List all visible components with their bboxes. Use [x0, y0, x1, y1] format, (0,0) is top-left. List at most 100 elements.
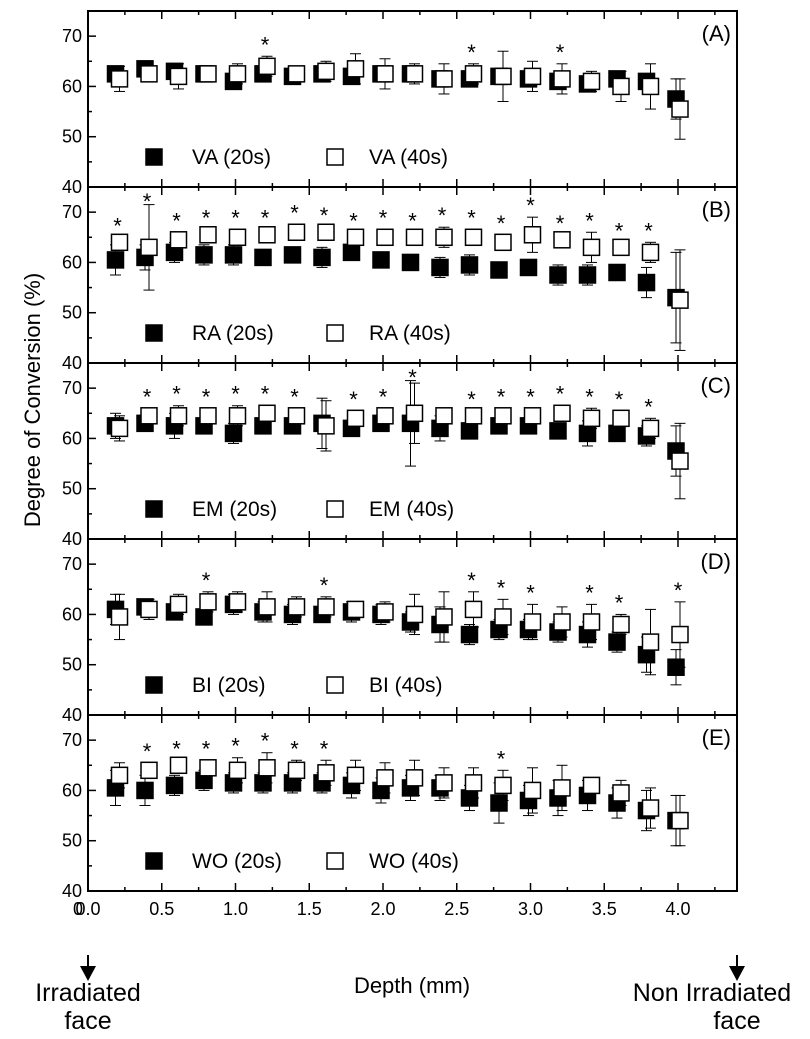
data-point	[523, 407, 542, 425]
y-tick-label: 70	[62, 378, 82, 398]
significance-star: *	[585, 384, 594, 409]
significance-star: *	[467, 568, 476, 593]
legend-marker-40s	[326, 324, 344, 342]
data-point	[405, 769, 424, 787]
data-point	[612, 784, 630, 802]
data-point	[317, 598, 335, 616]
data-point	[199, 226, 217, 244]
panel-label: (D)	[700, 549, 731, 574]
data-point	[549, 422, 567, 440]
data-point	[671, 100, 689, 118]
data-point	[553, 231, 571, 249]
significance-star: *	[202, 736, 211, 761]
significance-star: *	[467, 206, 476, 231]
significance-star: *	[261, 382, 270, 407]
x-tick-label: 0.0	[75, 899, 100, 919]
data-point	[608, 263, 626, 282]
significance-star: *	[585, 208, 594, 233]
significance-star: *	[143, 739, 152, 764]
panel-frame	[87, 714, 738, 892]
data-point	[549, 266, 567, 284]
data-point	[317, 417, 335, 435]
data-point	[582, 409, 601, 428]
data-point	[435, 407, 453, 425]
legend-label-40s: BI (40s)	[369, 674, 443, 697]
y-tick-label: 60	[62, 604, 82, 624]
data-point	[110, 70, 129, 88]
data-point	[224, 246, 243, 264]
data-point	[612, 77, 630, 96]
y-tick-label: 50	[62, 127, 82, 147]
significance-star: *	[497, 211, 506, 236]
legend-marker-20s	[145, 852, 163, 870]
data-point	[376, 228, 394, 247]
data-point	[612, 615, 630, 634]
legend-marker-40s	[326, 676, 344, 694]
data-point	[169, 756, 188, 775]
significance-star: *	[467, 387, 476, 412]
data-point	[641, 419, 660, 438]
data-point	[317, 764, 335, 782]
significance-star: *	[261, 32, 270, 57]
x-axis-label: Depth (mm)	[354, 973, 470, 998]
significance-star: *	[231, 382, 240, 407]
legend-marker-40s	[326, 852, 344, 870]
x-tick-label: 0.5	[149, 899, 174, 919]
data-point	[494, 233, 512, 252]
data-point	[671, 811, 689, 830]
data-point	[641, 243, 660, 262]
significance-star: *	[349, 387, 358, 412]
data-point	[199, 65, 217, 83]
data-point	[106, 251, 125, 269]
data-point	[608, 424, 626, 443]
data-point	[608, 633, 626, 651]
panel-0: 40 50 60 70 (A) * * * VA (20s) VA (40s)	[62, 10, 738, 197]
significance-star: *	[526, 193, 535, 218]
y-tick-label: 70	[62, 26, 82, 46]
y-tick-label: 50	[62, 831, 82, 851]
data-point	[582, 776, 601, 795]
significance-star: *	[497, 575, 506, 600]
significance-star: *	[556, 211, 565, 236]
x-tick-label: 1.0	[223, 899, 248, 919]
data-point	[494, 67, 512, 86]
data-point	[254, 248, 272, 267]
panel-label: (C)	[700, 373, 731, 398]
significance-star: *	[615, 387, 624, 412]
data-point	[346, 228, 365, 247]
panel-2: 40 50 60 70 (C) * * * * * * * * * * * * * * * * EM (20s) EM (4…	[62, 362, 738, 549]
significance-star: *	[172, 736, 181, 761]
non-irradiated-face-arrow	[729, 955, 745, 981]
data-point	[287, 407, 306, 425]
y-axis-label: Degree of Conversion (%)	[20, 273, 45, 527]
significance-star: *	[497, 746, 506, 771]
data-point	[523, 781, 542, 800]
data-point	[346, 766, 365, 785]
data-point	[287, 65, 306, 83]
data-point	[405, 404, 424, 423]
non-irradiated-face-label-line1: Non Irradiated	[633, 979, 791, 1007]
legend-label-40s: RA (40s)	[369, 322, 451, 345]
significance-star: *	[113, 213, 122, 238]
data-point	[494, 407, 512, 425]
data-point	[582, 613, 601, 631]
y-tick-label: 40	[62, 353, 82, 373]
series-40s	[110, 204, 689, 351]
y-tick-label: 50	[62, 303, 82, 323]
legend-label-40s: EM (40s)	[369, 498, 454, 521]
data-point	[490, 261, 508, 279]
data-point	[460, 625, 479, 644]
significance-star: *	[615, 218, 624, 243]
data-point	[372, 251, 390, 269]
data-point	[169, 595, 188, 614]
significance-star: *	[438, 203, 447, 228]
data-point	[258, 759, 276, 777]
data-point	[199, 759, 217, 777]
panel-3: 40 50 60 70 (D) * * * * * * * * BI (20s) BI (40s)	[62, 538, 738, 725]
data-point	[553, 613, 571, 631]
significance-star: *	[585, 580, 594, 605]
data-point	[578, 424, 597, 443]
data-point	[435, 70, 453, 88]
significance-star: *	[261, 729, 270, 754]
data-point	[523, 613, 542, 631]
